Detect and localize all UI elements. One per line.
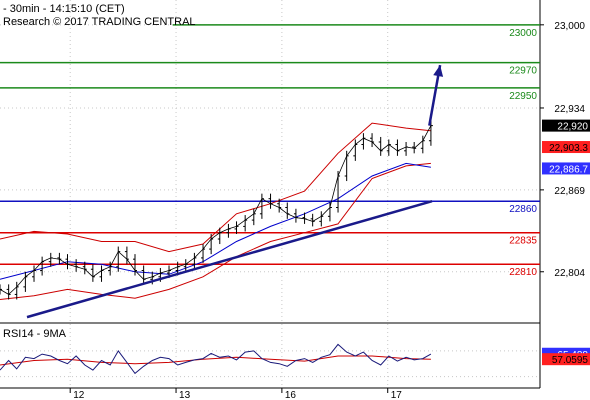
trendline-group	[26, 64, 444, 319]
moving-average-line	[0, 162, 431, 280]
level-label-22950: 22950	[509, 91, 537, 102]
price-value-box-2-label: 22,886.7	[549, 164, 588, 175]
time-tick-label: 13	[179, 390, 191, 400]
grid	[0, 0, 540, 388]
rsi-ma-line	[0, 355, 431, 366]
rsi-line	[0, 343, 432, 375]
price-tick-label: 22,869	[554, 186, 585, 197]
rsi-panel	[0, 343, 432, 375]
rsi-value-box-1-bg	[542, 353, 590, 366]
price-tick-label: 22,934	[554, 104, 585, 115]
bollinger-lower-line	[0, 162, 431, 300]
level-label-22970: 22970	[509, 66, 537, 77]
level-label-22860: 22860	[509, 204, 537, 215]
price-tick-label: 22,804	[554, 268, 585, 279]
price-value-box-1-label: 22,903.3	[549, 143, 588, 154]
price-panel	[0, 0, 540, 322]
chart-header-copyright: Research © 2017 TRADING CENTRAL	[3, 16, 196, 28]
level-label-22810: 22810	[509, 267, 537, 278]
price-value-box-2-bg	[542, 162, 590, 175]
time-tick-label: 16	[285, 390, 297, 400]
forecast-arrow-head	[433, 65, 444, 77]
price-value-box-0-bg	[542, 119, 590, 132]
price-close-line	[0, 125, 432, 295]
price-value-box-0-label: 22,920	[557, 122, 588, 133]
support-trendline	[26, 200, 433, 319]
price-series	[0, 120, 433, 300]
axes: 23,000 22,934 22,869 22,804 12 13 16 17	[69, 21, 585, 400]
level-lines: 23000 22970 22950 22860 22835 22810	[0, 24, 540, 278]
rsi-value-box-1-label: 57.0595	[552, 355, 589, 366]
chart-header-timeframe: - 30min - 14:15:10 (CET)	[3, 3, 125, 15]
rsi-label: RSI14 - 9MA	[3, 328, 67, 340]
level-label-23000: 23000	[509, 28, 537, 39]
price-tick-label: 23,000	[554, 21, 585, 32]
level-label-22835: 22835	[509, 236, 537, 247]
time-tick-label: 17	[391, 390, 403, 400]
price-value-box-1-bg	[542, 141, 590, 154]
time-tick-label: 12	[73, 390, 85, 400]
